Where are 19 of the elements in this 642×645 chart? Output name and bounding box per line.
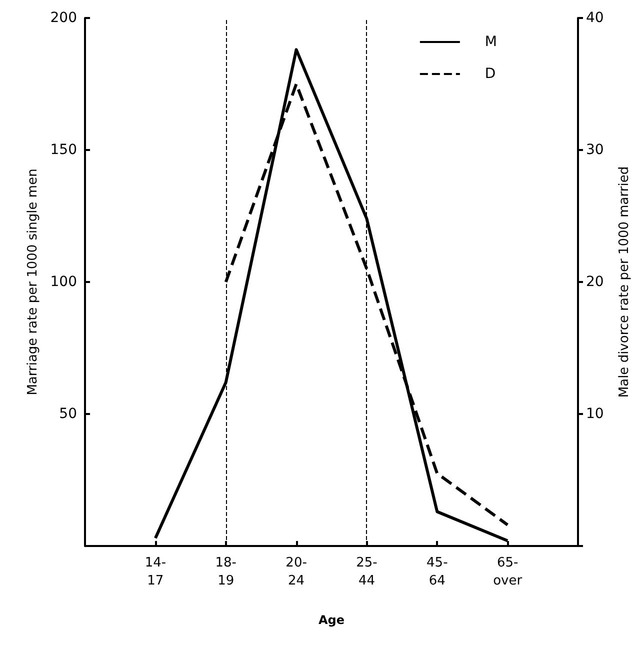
y2-axis-title: Male divorce rate per 1000 married (617, 166, 632, 398)
x-tick-label: 25- 44 (356, 556, 378, 588)
x-tick-label: 45- 64 (426, 556, 448, 588)
y-tick-label: 100 (50, 274, 77, 290)
y2-tick-label: 30 (586, 142, 604, 158)
x-tick-label: 20- 24 (286, 556, 308, 588)
y-tick-label: 150 (50, 142, 77, 158)
legend-label: M (484, 34, 498, 50)
y-tick-label: 50 (59, 406, 77, 422)
x-tick-label: 65- over (493, 556, 523, 588)
x-tick-label: 18- 19 (215, 556, 237, 588)
legend-label: D (484, 66, 496, 82)
y2-tick-label: 40 (586, 10, 604, 26)
y2-tick-label: 20 (586, 274, 604, 290)
y-axis-title: Marriage rate per 1000 single men (25, 168, 40, 396)
x-axis-title: Age (318, 613, 345, 627)
y2-tick-label: 10 (586, 406, 604, 422)
x-tick-label: 14- 17 (144, 556, 166, 588)
y-tick-label: 200 (50, 10, 77, 26)
